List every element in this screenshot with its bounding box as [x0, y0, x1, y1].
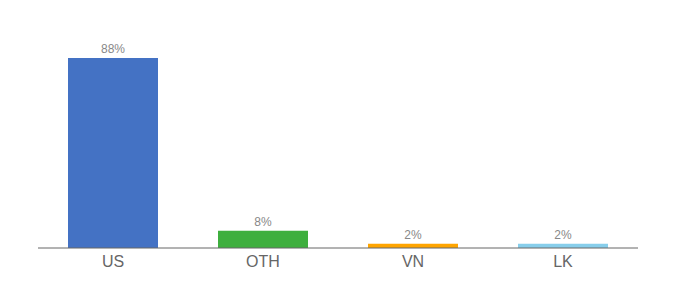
svg-text:2%: 2% — [404, 228, 422, 242]
svg-text:2%: 2% — [554, 228, 572, 242]
svg-text:LK: LK — [553, 253, 573, 270]
svg-text:88%: 88% — [101, 42, 125, 56]
svg-text:US: US — [102, 253, 124, 270]
svg-text:8%: 8% — [254, 215, 272, 229]
svg-text:OTH: OTH — [246, 253, 280, 270]
svg-text:VN: VN — [402, 253, 424, 270]
